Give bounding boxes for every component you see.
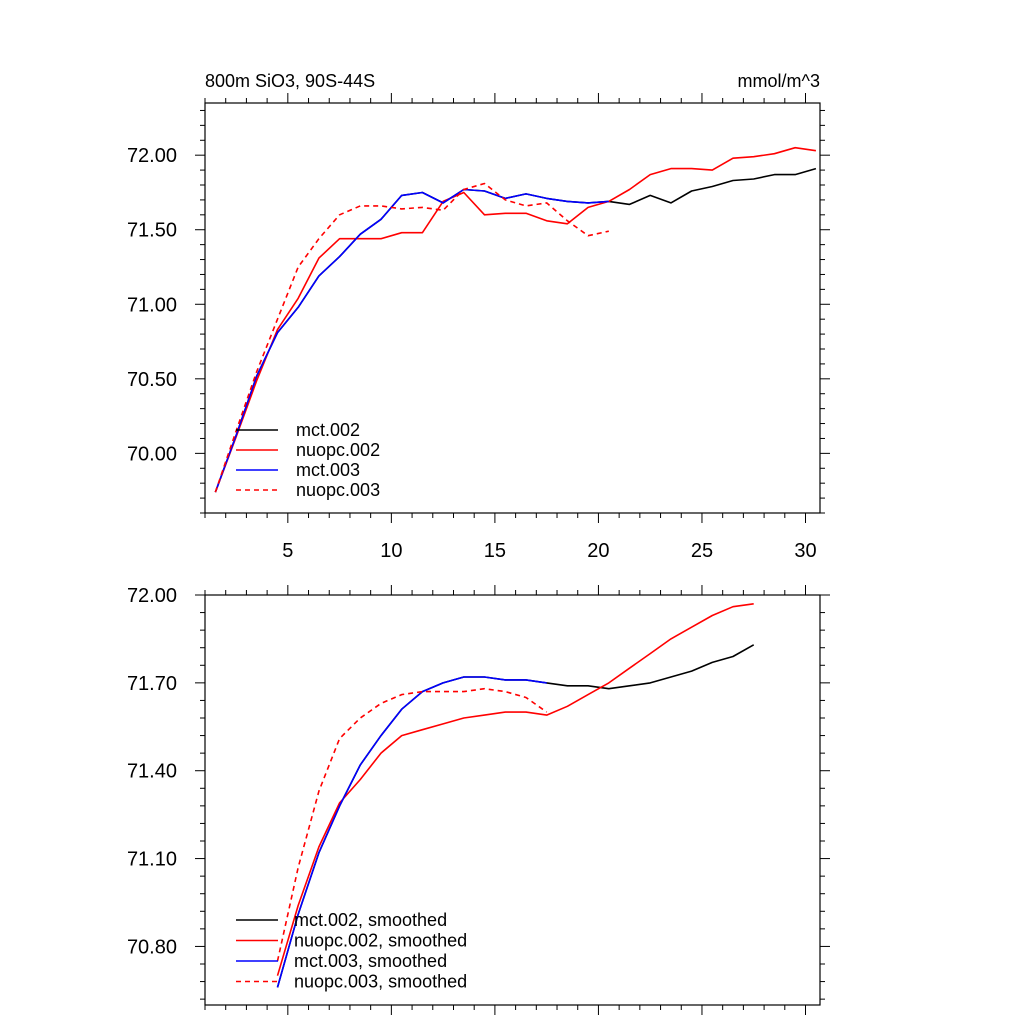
series-line-nuopc-003-smoothed — [276, 687, 548, 962]
x-tick-label: 30 — [794, 540, 816, 562]
legend-label: mct.002, smoothed — [294, 910, 447, 930]
top-plot-frame — [204, 102, 821, 514]
series-line-nuopc-002-smoothed — [276, 603, 754, 976]
top-panel-units: mmol/m^3 — [738, 71, 820, 91]
series-line-mct-003-smoothed — [276, 676, 547, 988]
y-tick-label: 71.00 — [127, 294, 177, 316]
x-tick-label: 15 — [484, 540, 506, 562]
y-tick-label: 72.00 — [127, 145, 177, 167]
x-tick-label: 10 — [380, 540, 402, 562]
legend-label: nuopc.002, smoothed — [294, 931, 467, 951]
legend-label: nuopc.002 — [296, 440, 380, 460]
legend-label: nuopc.003 — [296, 480, 380, 500]
bottom-plot-frame — [204, 594, 821, 1006]
y-tick-label: 71.70 — [127, 673, 177, 695]
y-tick-label: 70.00 — [127, 443, 177, 465]
bottom-ticks: 70.80 71.10 71.40 71.70 72.00 — [127, 585, 830, 1015]
y-tick-label: 70.80 — [127, 936, 177, 958]
bottom-series-lines — [276, 603, 755, 988]
legend-label: nuopc.003, smoothed — [294, 972, 467, 992]
x-tick-label: 20 — [587, 540, 609, 562]
series-line-mct-003 — [214, 188, 609, 493]
y-tick-label: 71.10 — [127, 849, 177, 871]
bottom-panel: 70.80 71.10 71.40 71.70 72.00 mct.002, smoot… — [127, 585, 830, 1015]
x-tick-label: 5 — [282, 540, 293, 562]
series-line-nuopc-002 — [214, 146, 817, 493]
top-panel-title: 800m SiO3, 90S-44S — [205, 71, 375, 91]
series-line-nuopc-003 — [214, 182, 609, 493]
top-series-lines — [214, 146, 817, 493]
legend-label: mct.003, smoothed — [294, 951, 447, 971]
legend-label: mct.003 — [296, 460, 360, 480]
y-tick-label: 70.50 — [127, 369, 177, 391]
top-ticks: 5 10 15 20 25 30 70.00 70.50 71.00 71.50 72.00 — [127, 93, 830, 562]
y-tick-label: 71.40 — [127, 761, 177, 783]
top-panel: 800m SiO3, 90S-44S mmol/m^3 5 10 15 20 25 30 7… — [127, 71, 830, 562]
x-tick-label: 25 — [691, 540, 713, 562]
legend-label: mct.002 — [296, 420, 360, 440]
y-tick-label: 71.50 — [127, 220, 177, 242]
y-tick-label: 72.00 — [127, 585, 177, 607]
